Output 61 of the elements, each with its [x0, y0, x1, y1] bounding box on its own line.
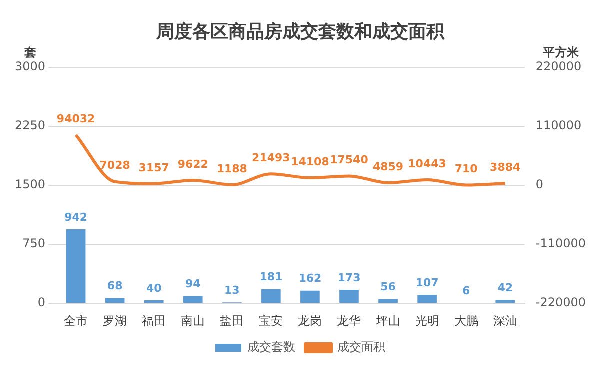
data-label: 42	[498, 282, 514, 295]
y2-tick-label: 110000	[536, 118, 582, 133]
legend-label: 成交面积	[338, 340, 386, 354]
data-label: 9622	[178, 158, 208, 171]
x-tick-label: 宝安	[259, 314, 284, 328]
data-label: 94032	[56, 112, 96, 126]
y2-axis-title: 平方米	[542, 46, 580, 60]
data-label: 56	[380, 280, 396, 294]
data-label: 173	[338, 271, 361, 284]
x-tick-label: 罗湖	[103, 314, 128, 328]
data-label: 10443	[408, 157, 446, 170]
data-label: 94	[185, 278, 202, 291]
data-label: 68	[107, 280, 123, 293]
y-tick-label: 750	[22, 236, 46, 251]
y2-tick-label: 0	[536, 178, 544, 192]
data-label: 3884	[490, 160, 521, 174]
bar	[340, 290, 359, 304]
data-label: 710	[454, 162, 478, 176]
x-tick-label: 龙华	[337, 314, 362, 328]
bar	[144, 300, 164, 304]
data-label: 4859	[372, 160, 404, 174]
y2-tick-label: 220000	[536, 60, 582, 74]
x-tick-label: 光明	[415, 314, 440, 328]
data-label: 162	[298, 272, 322, 286]
x-tick-label: 深汕	[493, 314, 518, 328]
bar	[418, 295, 437, 304]
y2-tick-label: -110000	[536, 236, 586, 251]
y-tick-label: 1500	[14, 178, 46, 192]
legend-label: 成交套数	[248, 340, 296, 354]
data-label: 13	[224, 284, 240, 297]
y-axis-title: 套	[23, 46, 36, 60]
bar	[105, 298, 125, 304]
bar	[300, 290, 320, 304]
data-label: 942	[64, 210, 88, 224]
y-tick-label: 2250	[14, 118, 46, 133]
data-label: 181	[260, 270, 283, 284]
data-label: 1188	[216, 162, 248, 176]
x-tick-label: 南山	[181, 314, 206, 328]
bar	[183, 296, 203, 304]
x-tick-label: 盐田	[220, 314, 244, 328]
data-label: 3157	[138, 161, 170, 174]
data-label: 40	[146, 282, 162, 295]
bar	[378, 299, 398, 304]
y-tick-label: 3000	[14, 60, 46, 74]
x-tick-label: 全市	[64, 314, 88, 328]
bar	[66, 229, 86, 304]
bar	[262, 289, 281, 304]
y-tick-label: 0	[38, 296, 46, 310]
data-label: 6	[462, 284, 470, 298]
data-label: 14108	[291, 155, 330, 168]
data-label: 107	[416, 276, 439, 290]
x-tick-label: 福田	[142, 314, 166, 328]
x-tick-label: 坪山	[375, 314, 400, 328]
data-label: 21493	[252, 151, 290, 164]
x-tick-label: 大鹏	[454, 314, 478, 328]
y2-tick-label: -220000	[536, 296, 586, 310]
chart-title: 周度各区商品房成交套数和成交面积	[156, 21, 446, 42]
data-label: 7028	[100, 159, 130, 172]
x-tick-label: 龙岗	[298, 314, 322, 328]
data-label: 17540	[330, 154, 369, 167]
bar	[496, 300, 516, 304]
